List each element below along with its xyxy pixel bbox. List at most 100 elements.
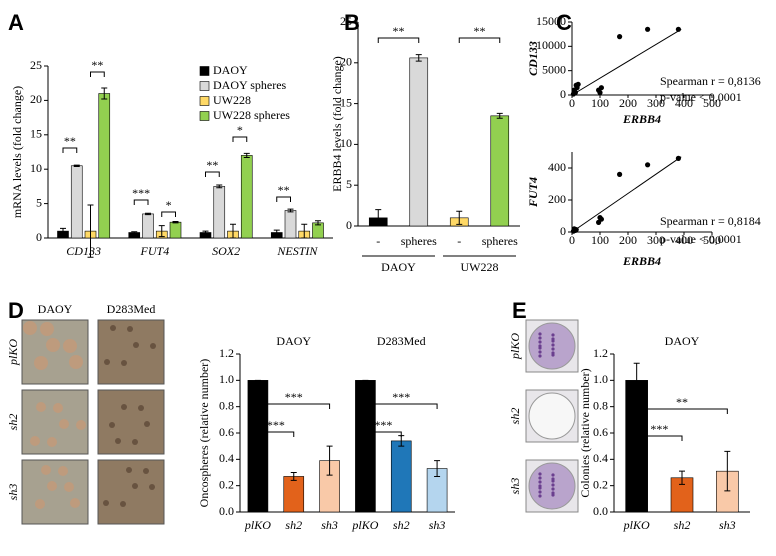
sphere-blob: [150, 343, 156, 349]
bar: [390, 440, 412, 513]
bar: [409, 57, 429, 227]
legend-label: UW228 spheres: [213, 108, 290, 122]
y-tick-label: 5: [346, 177, 352, 191]
y-tick-label: 0.2: [593, 477, 608, 491]
x-tick-label: 200: [619, 96, 637, 110]
y-tick-label: 10: [340, 136, 352, 150]
significance-label: **: [393, 24, 405, 38]
error-bar: [243, 152, 250, 159]
colony: [538, 336, 542, 340]
colony: [538, 344, 542, 348]
error-bar: [301, 223, 308, 239]
error-bar: [724, 450, 731, 492]
error-bar: [496, 112, 503, 119]
sphere-blob: [121, 404, 127, 410]
x-tick-label: sh3: [719, 518, 736, 532]
image-row-label: sh3: [508, 478, 522, 495]
significance-label: ***: [650, 422, 668, 436]
x-tick-label: 400: [675, 96, 693, 110]
sphere-blob: [132, 483, 138, 489]
significance-bracket: [364, 403, 438, 409]
error-bar: [73, 164, 80, 167]
significance-label: ***: [267, 418, 285, 432]
colony: [538, 480, 542, 484]
error-bar: [434, 460, 441, 477]
group-label: DAOY: [276, 334, 311, 348]
significance-bracket: [458, 37, 501, 43]
error-bar: [287, 208, 294, 213]
image-column-label: DAOY: [38, 302, 73, 316]
significance-bracket: [276, 196, 291, 202]
sphere-blob: [34, 356, 48, 370]
sphere-blob: [40, 322, 54, 336]
significance-label: ***: [374, 418, 392, 432]
point: [645, 26, 651, 32]
colony: [538, 472, 542, 476]
y-tick-label: 0.6: [593, 425, 608, 439]
x-tick-label: NESTIN: [276, 244, 318, 258]
x-tick-label: spheres: [401, 234, 437, 248]
sphere-blob: [76, 420, 86, 430]
y-tick-label: 0: [560, 87, 566, 101]
error-bar: [145, 212, 151, 216]
error-bar: [230, 223, 236, 239]
bar: [283, 476, 305, 513]
bar: [355, 380, 376, 513]
error-bar: [172, 220, 179, 224]
sphere-blob: [35, 499, 45, 509]
panel-letter: B: [344, 10, 360, 35]
colony: [551, 487, 555, 491]
bar: [142, 213, 154, 239]
error-bar: [87, 204, 94, 258]
sphere-blob: [127, 326, 133, 332]
significance-bracket: [232, 136, 248, 142]
error-bar: [415, 54, 422, 62]
point: [598, 216, 605, 222]
significance-label: **: [206, 158, 218, 172]
micrograph: [21, 459, 89, 525]
error-bar: [315, 220, 321, 226]
sphere-blob: [30, 436, 40, 446]
point: [573, 227, 579, 233]
y-tick-label: 25: [30, 58, 42, 72]
sphere-blob: [143, 468, 149, 474]
sphere-blob: [70, 498, 80, 508]
x-tick-label: -: [376, 234, 380, 248]
significance-label: ***: [392, 390, 410, 404]
x-tick-label: 0: [569, 233, 575, 247]
sphere-blob: [64, 482, 74, 492]
bar: [169, 221, 182, 239]
error-bar: [273, 229, 280, 236]
y-tick-label: 25: [340, 14, 352, 28]
error-bar: [202, 230, 209, 235]
y-tick-label: 1.2: [219, 346, 234, 360]
colony: [538, 476, 542, 480]
point: [617, 34, 623, 40]
y-tick-label: 1.0: [593, 372, 608, 386]
sphere-blob: [110, 325, 116, 331]
legend-swatch: [199, 111, 210, 121]
error-bar: [158, 225, 165, 238]
colony: [551, 347, 555, 351]
bar: [213, 186, 226, 239]
point: [675, 155, 682, 161]
y-tick-label: 0.0: [219, 504, 234, 518]
colony: [551, 351, 555, 355]
significance-label: *: [166, 198, 172, 212]
sphere-blob: [103, 500, 109, 506]
point: [617, 171, 623, 177]
y-tick-label: 15000: [536, 14, 566, 28]
y-tick-label: 0.0: [593, 504, 608, 518]
sphere-blob: [115, 438, 121, 444]
x-tick-label: 200: [619, 233, 637, 247]
colony: [538, 354, 542, 358]
x-tick-label: sh3: [429, 518, 446, 532]
y-tick-label: 200: [548, 192, 566, 206]
sphere-blob: [120, 501, 126, 507]
colony: [538, 340, 542, 344]
bar: [625, 380, 648, 513]
bar: [70, 165, 83, 239]
legend-label: UW228: [213, 93, 251, 107]
y-tick-label: 5: [36, 195, 42, 209]
y-tick-label: 0.6: [219, 425, 234, 439]
